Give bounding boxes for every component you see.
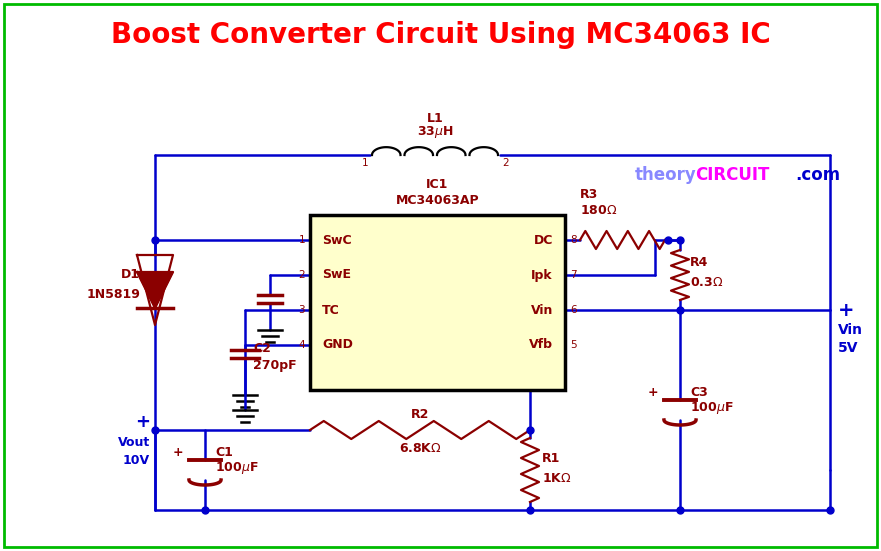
Text: 1K$\Omega$: 1K$\Omega$ <box>542 472 572 484</box>
Text: Vfb: Vfb <box>529 338 553 352</box>
Text: Vin: Vin <box>530 304 553 316</box>
Text: 10V: 10V <box>122 453 150 467</box>
Text: R2: R2 <box>411 408 429 422</box>
Text: IC1: IC1 <box>426 179 448 192</box>
Text: .com: .com <box>795 166 840 184</box>
Text: 33$\mu$H: 33$\mu$H <box>417 124 454 140</box>
Text: 2: 2 <box>299 270 305 280</box>
Text: +: + <box>648 386 658 398</box>
Text: 8: 8 <box>570 235 577 245</box>
Text: 1N5819: 1N5819 <box>86 289 140 301</box>
Text: R1: R1 <box>542 451 560 464</box>
Text: C1: C1 <box>215 446 233 458</box>
Text: theory: theory <box>635 166 697 184</box>
Text: 6: 6 <box>570 305 577 315</box>
Text: TC: TC <box>322 304 340 316</box>
Text: 2: 2 <box>502 158 508 168</box>
Text: 3: 3 <box>299 305 305 315</box>
Text: Boost Converter Circuit Using MC34063 IC: Boost Converter Circuit Using MC34063 IC <box>111 21 770 49</box>
Text: +: + <box>135 413 150 431</box>
Text: DC: DC <box>534 234 553 246</box>
Polygon shape <box>137 272 173 308</box>
Text: C3: C3 <box>690 386 707 398</box>
Text: SwE: SwE <box>322 268 351 282</box>
Text: 0.3$\Omega$: 0.3$\Omega$ <box>690 277 723 289</box>
Bar <box>310 215 565 390</box>
Text: R3: R3 <box>580 188 598 202</box>
Text: +: + <box>838 300 855 320</box>
Text: SwC: SwC <box>322 234 352 246</box>
Text: 100$\mu$F: 100$\mu$F <box>215 460 258 476</box>
Text: +: + <box>173 446 183 458</box>
Text: 4: 4 <box>299 340 305 350</box>
Text: 270pF: 270pF <box>253 359 297 371</box>
Text: 5V: 5V <box>838 341 858 355</box>
Text: 5: 5 <box>570 340 577 350</box>
Text: D1: D1 <box>121 268 140 282</box>
Text: Vout: Vout <box>118 436 150 450</box>
Text: GND: GND <box>322 338 353 352</box>
Text: 1: 1 <box>299 235 305 245</box>
Text: 180$\Omega$: 180$\Omega$ <box>580 203 618 217</box>
Text: Vin: Vin <box>838 323 863 337</box>
Text: C2: C2 <box>253 342 270 354</box>
Text: R4: R4 <box>690 257 708 269</box>
Text: 100$\mu$F: 100$\mu$F <box>690 400 734 416</box>
Text: CIRCUIT: CIRCUIT <box>695 166 769 184</box>
Text: L1: L1 <box>426 111 443 125</box>
Text: Ipk: Ipk <box>531 268 553 282</box>
Text: 6.8K$\Omega$: 6.8K$\Omega$ <box>398 441 441 455</box>
Text: 7: 7 <box>570 270 577 280</box>
Text: 1: 1 <box>361 158 368 168</box>
Text: MC34063AP: MC34063AP <box>396 193 479 207</box>
